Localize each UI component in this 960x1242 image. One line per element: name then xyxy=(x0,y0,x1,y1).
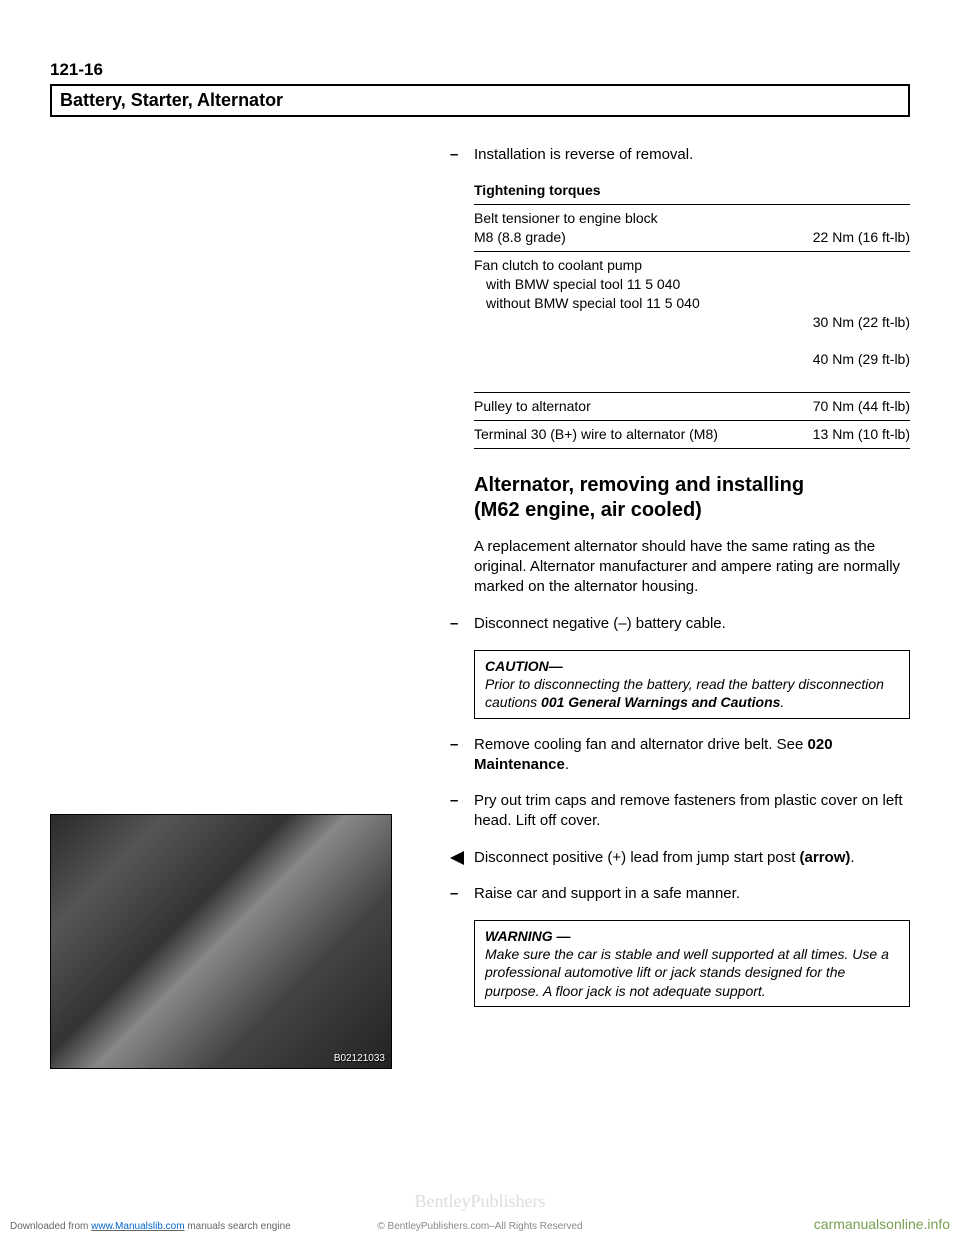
step-text-c: . xyxy=(850,849,854,866)
page-header: Battery, Starter, Alternator xyxy=(50,84,910,117)
install-note: Installation is reverse of removal. xyxy=(474,145,910,165)
section-heading: Alternator, removing and installing (M62… xyxy=(474,473,910,523)
torque-value: 13 Nm (10 ft-lb) xyxy=(813,425,910,444)
intro-paragraph: A replacement alternator should have the… xyxy=(474,537,910,598)
photo-code: B02121033 xyxy=(334,1053,385,1064)
dash-bullet: – xyxy=(450,884,474,904)
step-text-c: . xyxy=(565,756,569,773)
step-text: Disconnect negative (–) battery cable. xyxy=(474,614,910,634)
table-row: Fan clutch to coolant pump with BMW spec… xyxy=(474,251,910,392)
step-text: Raise car and support in a safe manner. xyxy=(474,884,910,904)
step-text-a: Remove cooling fan and alternator drive … xyxy=(474,736,808,753)
caution-title: CAUTION— xyxy=(485,658,563,674)
torque-value: 40 Nm (29 ft-lb) xyxy=(813,350,910,369)
section-heading-line2: (M62 engine, air cooled) xyxy=(474,499,702,521)
table-row: Terminal 30 (B+) wire to alternator (M8)… xyxy=(474,420,910,449)
torque-value: 70 Nm (44 ft-lb) xyxy=(813,397,910,416)
caution-ref: 001 General Warnings and Cautions xyxy=(541,694,780,710)
table-row: Belt tensioner to engine block M8 (8.8 g… xyxy=(474,204,910,251)
step-text: Remove cooling fan and alternator drive … xyxy=(474,735,910,776)
engine-photo: B02121033 xyxy=(50,814,392,1069)
caution-box: CAUTION— Prior to disconnecting the batt… xyxy=(474,650,910,719)
footer-right: carmanualsonline.info xyxy=(814,1216,950,1232)
step-text: Disconnect positive (+) lead from jump s… xyxy=(474,848,910,868)
torque-label: Belt tensioner to engine block xyxy=(474,209,813,228)
step-ref: (arrow) xyxy=(800,849,851,866)
content-column: – Installation is reverse of removal. Ti… xyxy=(450,145,910,1007)
triangle-icon xyxy=(450,848,474,868)
warning-text: Make sure the car is stable and well sup… xyxy=(485,946,889,998)
caution-text-end: . xyxy=(780,694,784,710)
dash-bullet: – xyxy=(450,735,474,776)
dash-bullet: – xyxy=(450,145,474,165)
torque-label: Fan clutch to coolant pump xyxy=(474,256,813,275)
torque-sublabel: M8 (8.8 grade) xyxy=(474,228,813,247)
dash-bullet: – xyxy=(450,791,474,832)
torque-title: Tightening torques xyxy=(474,181,910,200)
page-number: 121-16 xyxy=(50,60,910,80)
step-text: Pry out trim caps and remove fasteners f… xyxy=(474,791,910,832)
torque-label: Pulley to alternator xyxy=(474,397,813,416)
section-heading-line1: Alternator, removing and installing xyxy=(474,474,804,496)
warning-box: WARNING — Make sure the car is stable an… xyxy=(474,920,910,1007)
step-text-a: Disconnect positive (+) lead from jump s… xyxy=(474,849,800,866)
torque-value: 30 Nm (22 ft-lb) xyxy=(813,313,910,332)
table-row: Pulley to alternator 70 Nm (44 ft-lb) xyxy=(474,392,910,420)
torque-value: 22 Nm (16 ft-lb) xyxy=(813,228,910,247)
torque-sublabel: without BMW special tool 11 5 040 xyxy=(474,294,813,313)
dash-bullet: – xyxy=(450,614,474,634)
torque-label: Terminal 30 (B+) wire to alternator (M8) xyxy=(474,425,813,444)
torque-table: Belt tensioner to engine block M8 (8.8 g… xyxy=(474,204,910,449)
torque-sublabel: with BMW special tool 11 5 040 xyxy=(474,275,813,294)
watermark: BentleyPublishers xyxy=(0,1191,960,1212)
warning-title: WARNING — xyxy=(485,928,571,944)
